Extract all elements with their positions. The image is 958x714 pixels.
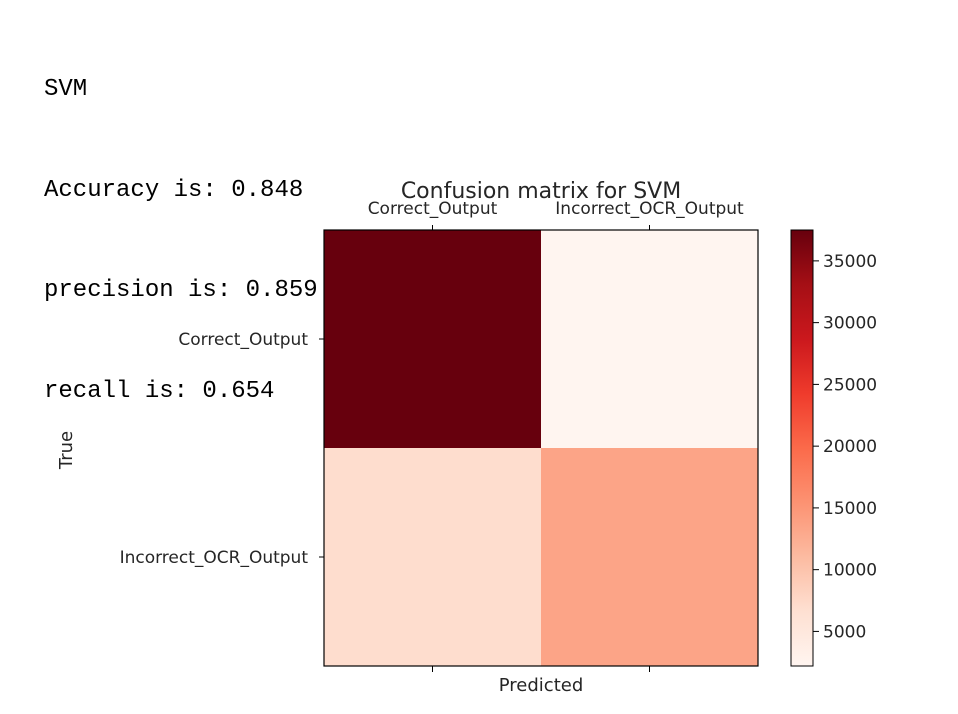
accuracy-line: Accuracy is: 0.848 — [44, 176, 304, 204]
colorbar-tick-label: 10000 — [823, 561, 877, 581]
x-tick-label: Correct_Output — [368, 199, 498, 219]
heatmap-cell — [324, 448, 542, 667]
colorbar-tick-label: 25000 — [823, 375, 877, 395]
colorbar-tick-label: 20000 — [823, 437, 877, 457]
colorbar-tick-label: 5000 — [823, 622, 866, 642]
x-axis-label: Predicted — [499, 675, 584, 696]
colorbar-tick-label: 15000 — [823, 499, 877, 519]
heatmap-cells — [324, 230, 759, 667]
colorbar-tick-group: 5000 10000 15000 20000 25000 30000 35000 — [813, 252, 877, 642]
colorbar — [790, 229, 814, 667]
y-tick-label: Incorrect_OCR_Output — [120, 548, 309, 568]
chart-title: Confusion matrix for SVM — [401, 179, 681, 204]
y-tick-label: Correct_Output — [178, 330, 308, 350]
model-name-line: SVM — [44, 76, 88, 103]
recall-line: recall is: 0.654 — [44, 377, 275, 405]
colorbar-tick-label: 30000 — [823, 314, 877, 334]
heatmap-cell — [541, 448, 759, 667]
heatmap-cell — [541, 230, 759, 449]
cell-output: SVM Accuracy is: 0.848 precision is: 0.8… — [44, 6, 318, 442]
x-tick-label: Incorrect_OCR_Output — [555, 199, 744, 219]
y-tick-group: Correct_Output Incorrect_OCR_Output — [120, 330, 324, 568]
x-tick-group: Correct_Output Incorrect_OCR_Output — [368, 199, 744, 672]
y-axis-label: True — [56, 431, 77, 470]
precision-line: precision is: 0.859 — [44, 277, 318, 304]
plot-frame — [323, 229, 759, 667]
colorbar-tick-label: 35000 — [823, 252, 877, 272]
heatmap-cell — [324, 230, 542, 449]
